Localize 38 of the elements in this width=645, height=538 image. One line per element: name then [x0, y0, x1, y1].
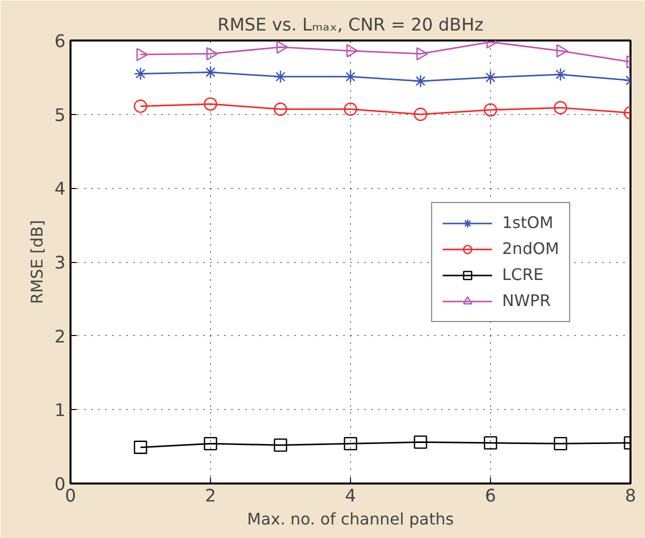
point: [344, 70, 358, 84]
y-tick-label: 4: [54, 180, 66, 200]
point: [554, 101, 568, 114]
point: [484, 436, 498, 450]
point: [344, 102, 358, 116]
point: [554, 68, 568, 82]
legend-label: LCRE: [502, 265, 544, 284]
point: [414, 74, 428, 88]
chart-title: RMSE vs. Lₘₐₓ, CNR = 20 dBHz: [218, 16, 484, 36]
point: [344, 436, 358, 450]
point: [274, 102, 288, 116]
legend-label: NWPR: [502, 291, 551, 310]
point: [554, 436, 568, 450]
x-tick-label: 8: [624, 486, 636, 506]
point: [274, 70, 288, 84]
point: [204, 97, 218, 111]
point: [204, 66, 218, 79]
point: [414, 108, 428, 121]
point: [484, 103, 498, 117]
y-tick-label: 1: [54, 401, 66, 422]
y-axis-title: RMSE [dB]: [27, 220, 46, 304]
y-tick-label: 6: [54, 32, 66, 52]
y-tick-label: 2: [54, 327, 66, 348]
legend-label: 2ndOM: [502, 239, 559, 258]
x-tick-label: 6: [484, 486, 496, 506]
point: [134, 440, 148, 454]
y-tick-label: 5: [54, 106, 66, 126]
legend-label: 1stOM: [502, 213, 554, 232]
x-tick-label: 2: [204, 486, 216, 506]
y-tick-label: 3: [54, 254, 66, 274]
point: [134, 67, 148, 80]
point: [134, 100, 148, 113]
point: [204, 436, 218, 450]
point: [274, 438, 288, 452]
point: [414, 436, 428, 449]
point: [484, 70, 498, 84]
x-tick-label: 4: [344, 486, 356, 506]
x-axis-title: Max. no. of channel paths: [247, 510, 454, 528]
